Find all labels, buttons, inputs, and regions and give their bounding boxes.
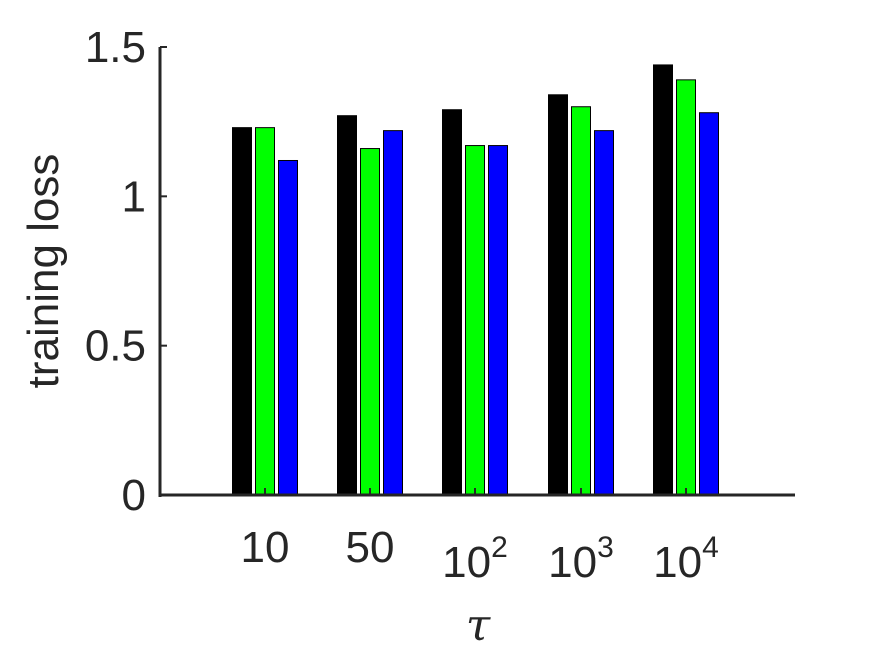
x-tick-label: 50	[346, 523, 395, 572]
bar-series1-5	[653, 64, 673, 496]
bar-series3-1	[278, 159, 298, 496]
y-ticks: 0 0.5 1 1.5	[85, 23, 167, 520]
bar-series2-4	[571, 106, 591, 496]
x-axis-label: τ	[466, 600, 491, 651]
y-tick-label: 0.5	[85, 322, 146, 371]
y-tick-label: 0	[122, 471, 146, 520]
bar-series3-3	[488, 145, 508, 496]
bar-series1-3	[442, 109, 462, 496]
bar-series1-4	[548, 94, 568, 496]
bar-series2-5	[676, 79, 696, 496]
bar-series3-2	[383, 130, 403, 496]
bar-series3-4	[594, 130, 614, 496]
bar-series1-1	[232, 127, 252, 496]
bar-series2-2	[360, 148, 380, 496]
x-tick-label: 103	[548, 531, 614, 587]
y-axis-label: training loss	[19, 154, 68, 389]
x-ticks: 10 50 102 103 104	[241, 488, 719, 587]
x-tick-label: 102	[442, 531, 508, 587]
bar-series1-2	[337, 115, 357, 496]
x-tick-label: 10	[241, 523, 290, 572]
x-tick-label: 104	[653, 531, 719, 587]
bar-series3-5	[699, 112, 719, 496]
bar-series2-1	[255, 127, 275, 496]
bars-layer	[232, 64, 719, 496]
bar-series2-3	[465, 145, 485, 496]
y-tick-label: 1	[122, 172, 146, 221]
y-tick-label: 1.5	[85, 23, 146, 72]
